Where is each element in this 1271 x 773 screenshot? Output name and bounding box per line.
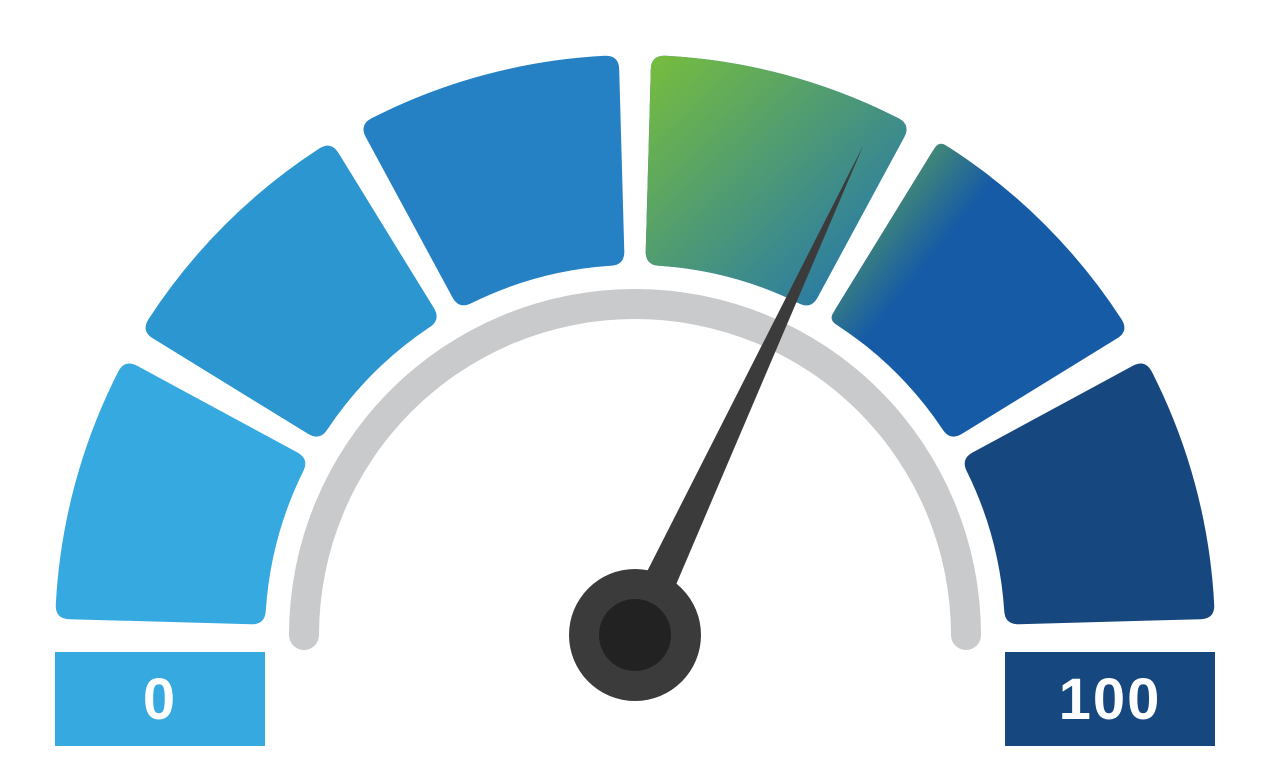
gauge-max-label: 100 bbox=[1059, 666, 1162, 733]
gauge-inner-ring-cap bbox=[951, 620, 981, 650]
gauge-min-label: 0 bbox=[143, 666, 177, 733]
gauge-max-label-box: 100 bbox=[1005, 652, 1215, 746]
gauge-hub-inner bbox=[599, 599, 671, 671]
gauge-inner-ring-cap bbox=[289, 620, 319, 650]
gauge-min-label-box: 0 bbox=[55, 652, 265, 746]
gauge-chart: 0 100 bbox=[0, 0, 1271, 773]
